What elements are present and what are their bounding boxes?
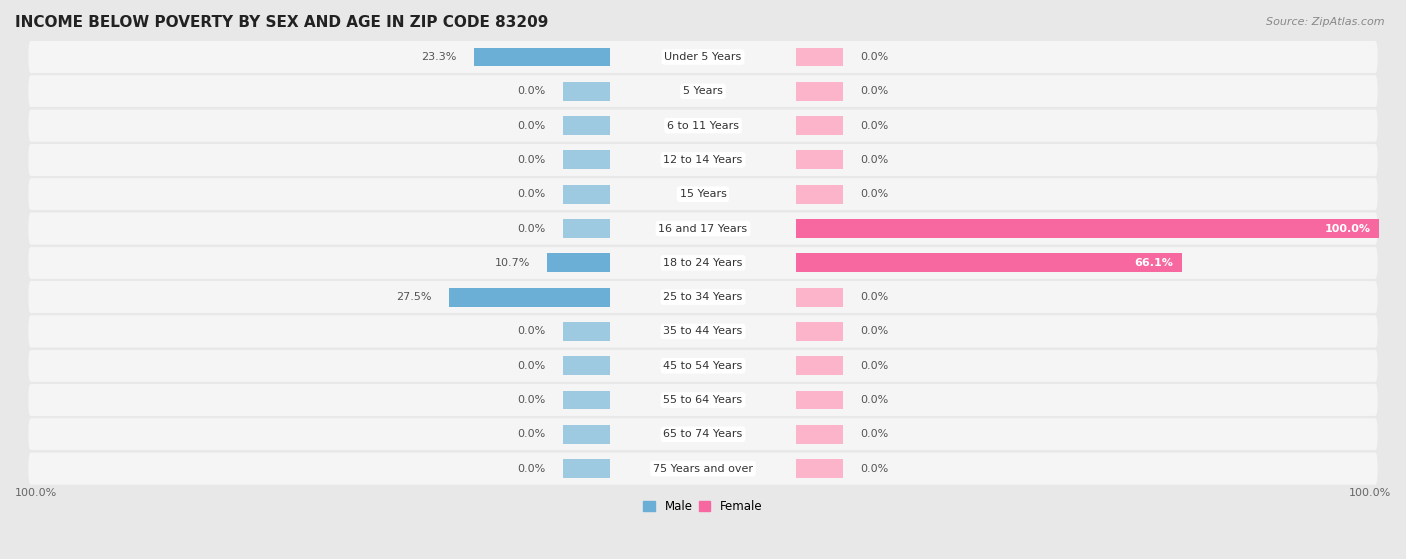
FancyBboxPatch shape <box>28 315 1378 348</box>
Text: 100.0%: 100.0% <box>15 487 58 498</box>
Bar <box>562 150 610 169</box>
Bar <box>450 288 610 306</box>
Bar <box>547 253 610 272</box>
Text: 66.1%: 66.1% <box>1135 258 1173 268</box>
Bar <box>562 391 610 410</box>
FancyBboxPatch shape <box>28 418 1378 451</box>
Bar <box>796 391 844 410</box>
Bar <box>796 150 844 169</box>
Text: 0.0%: 0.0% <box>860 326 889 337</box>
Bar <box>562 185 610 203</box>
Text: 75 Years and over: 75 Years and over <box>652 463 754 473</box>
Bar <box>796 356 844 375</box>
Bar <box>562 219 610 238</box>
FancyBboxPatch shape <box>28 453 1378 485</box>
Text: 0.0%: 0.0% <box>517 463 546 473</box>
Text: 0.0%: 0.0% <box>860 189 889 199</box>
Text: 0.0%: 0.0% <box>517 121 546 131</box>
Text: 0.0%: 0.0% <box>517 155 546 165</box>
Text: 0.0%: 0.0% <box>860 463 889 473</box>
Text: 0.0%: 0.0% <box>860 361 889 371</box>
FancyBboxPatch shape <box>28 144 1378 176</box>
Text: 45 to 54 Years: 45 to 54 Years <box>664 361 742 371</box>
FancyBboxPatch shape <box>28 247 1378 279</box>
Text: 18 to 24 Years: 18 to 24 Years <box>664 258 742 268</box>
Text: 12 to 14 Years: 12 to 14 Years <box>664 155 742 165</box>
Text: INCOME BELOW POVERTY BY SEX AND AGE IN ZIP CODE 83209: INCOME BELOW POVERTY BY SEX AND AGE IN Z… <box>15 15 548 30</box>
Bar <box>796 219 1379 238</box>
Text: 27.5%: 27.5% <box>396 292 432 302</box>
FancyBboxPatch shape <box>28 384 1378 416</box>
Text: 10.7%: 10.7% <box>495 258 530 268</box>
Text: 0.0%: 0.0% <box>517 86 546 96</box>
Text: 0.0%: 0.0% <box>860 429 889 439</box>
FancyBboxPatch shape <box>28 281 1378 313</box>
Text: 0.0%: 0.0% <box>860 121 889 131</box>
FancyBboxPatch shape <box>28 110 1378 142</box>
Text: 25 to 34 Years: 25 to 34 Years <box>664 292 742 302</box>
Bar <box>562 425 610 444</box>
Text: Source: ZipAtlas.com: Source: ZipAtlas.com <box>1267 17 1385 27</box>
Bar <box>562 459 610 478</box>
Text: 0.0%: 0.0% <box>517 326 546 337</box>
Text: 0.0%: 0.0% <box>517 224 546 234</box>
Bar <box>474 48 610 67</box>
Text: 0.0%: 0.0% <box>860 86 889 96</box>
Bar <box>796 48 844 67</box>
Bar <box>562 116 610 135</box>
Text: 15 Years: 15 Years <box>679 189 727 199</box>
Text: 100.0%: 100.0% <box>1324 224 1371 234</box>
Text: 5 Years: 5 Years <box>683 86 723 96</box>
Text: 0.0%: 0.0% <box>860 395 889 405</box>
Text: 0.0%: 0.0% <box>517 189 546 199</box>
FancyBboxPatch shape <box>28 212 1378 245</box>
Text: 0.0%: 0.0% <box>860 52 889 62</box>
Bar <box>796 459 844 478</box>
Text: 0.0%: 0.0% <box>860 292 889 302</box>
Text: 65 to 74 Years: 65 to 74 Years <box>664 429 742 439</box>
Text: 23.3%: 23.3% <box>420 52 457 62</box>
Text: 55 to 64 Years: 55 to 64 Years <box>664 395 742 405</box>
FancyBboxPatch shape <box>28 75 1378 107</box>
Text: 35 to 44 Years: 35 to 44 Years <box>664 326 742 337</box>
Text: 16 and 17 Years: 16 and 17 Years <box>658 224 748 234</box>
Text: Under 5 Years: Under 5 Years <box>665 52 741 62</box>
Text: 100.0%: 100.0% <box>1348 487 1391 498</box>
Text: 0.0%: 0.0% <box>517 395 546 405</box>
FancyBboxPatch shape <box>28 349 1378 382</box>
Bar <box>562 356 610 375</box>
Bar <box>796 82 844 101</box>
Text: 0.0%: 0.0% <box>517 429 546 439</box>
FancyBboxPatch shape <box>28 41 1378 73</box>
Text: 0.0%: 0.0% <box>860 155 889 165</box>
Bar <box>796 425 844 444</box>
Bar <box>562 82 610 101</box>
Bar <box>796 322 844 341</box>
Text: 6 to 11 Years: 6 to 11 Years <box>666 121 740 131</box>
Text: 0.0%: 0.0% <box>517 361 546 371</box>
Bar <box>796 185 844 203</box>
Bar <box>796 253 1181 272</box>
Bar <box>796 116 844 135</box>
Bar <box>796 288 844 306</box>
Legend: Male, Female: Male, Female <box>638 495 768 518</box>
FancyBboxPatch shape <box>28 178 1378 210</box>
Bar <box>562 322 610 341</box>
